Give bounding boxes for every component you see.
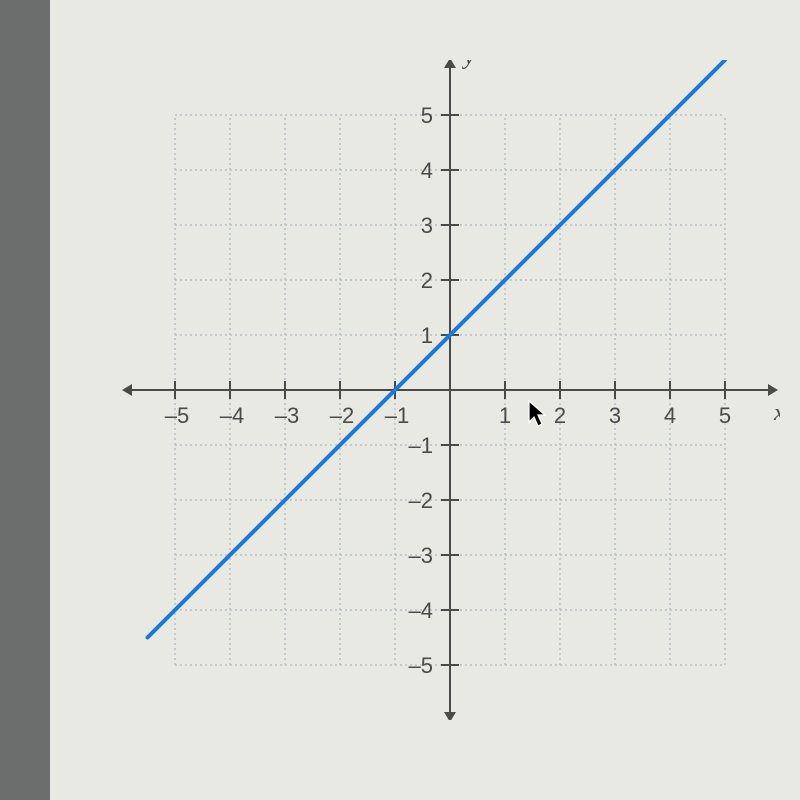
x-tick-label: –4	[220, 403, 244, 428]
x-tick-label: 1	[499, 403, 511, 428]
x-axis-label: x	[773, 400, 780, 426]
axis-arrow-icon	[444, 60, 456, 68]
y-tick-label: 1	[421, 323, 433, 348]
coordinate-graph: –5 –4 –3 –2 –1 1 2 3 4 5 –5 –4 –3 –2 –1 1 2 3 4 5 x y	[120, 60, 780, 720]
y-tick-label: 2	[421, 268, 433, 293]
axis-arrow-icon	[122, 384, 132, 396]
y-tick-label: 5	[421, 103, 433, 128]
plotted-line	[148, 60, 726, 638]
y-tick-label: –1	[409, 433, 433, 458]
y-tick-label: –5	[409, 653, 433, 678]
x-tick-label: –3	[275, 403, 299, 428]
x-tick-label: 2	[554, 403, 566, 428]
y-tick-label: –4	[409, 598, 433, 623]
x-tick-label: –2	[330, 403, 354, 428]
axis-arrow-icon	[444, 712, 456, 720]
graph-svg: –5 –4 –3 –2 –1 1 2 3 4 5 –5 –4 –3 –2 –1 1 2 3 4 5 x y	[120, 60, 780, 720]
y-tick-label: –3	[409, 543, 433, 568]
y-tick-label: –2	[409, 488, 433, 513]
x-tick-label: 3	[609, 403, 621, 428]
axis-arrow-icon	[768, 384, 778, 396]
y-axis-label: y	[462, 60, 475, 70]
x-tick-label: –1	[385, 403, 409, 428]
x-tick-label: 4	[664, 403, 676, 428]
photo-edge-strip	[0, 0, 50, 800]
y-tick-label: 4	[421, 158, 433, 183]
y-tick-label: 3	[421, 213, 433, 238]
x-tick-label: 5	[719, 403, 731, 428]
x-tick-label: –5	[165, 403, 189, 428]
